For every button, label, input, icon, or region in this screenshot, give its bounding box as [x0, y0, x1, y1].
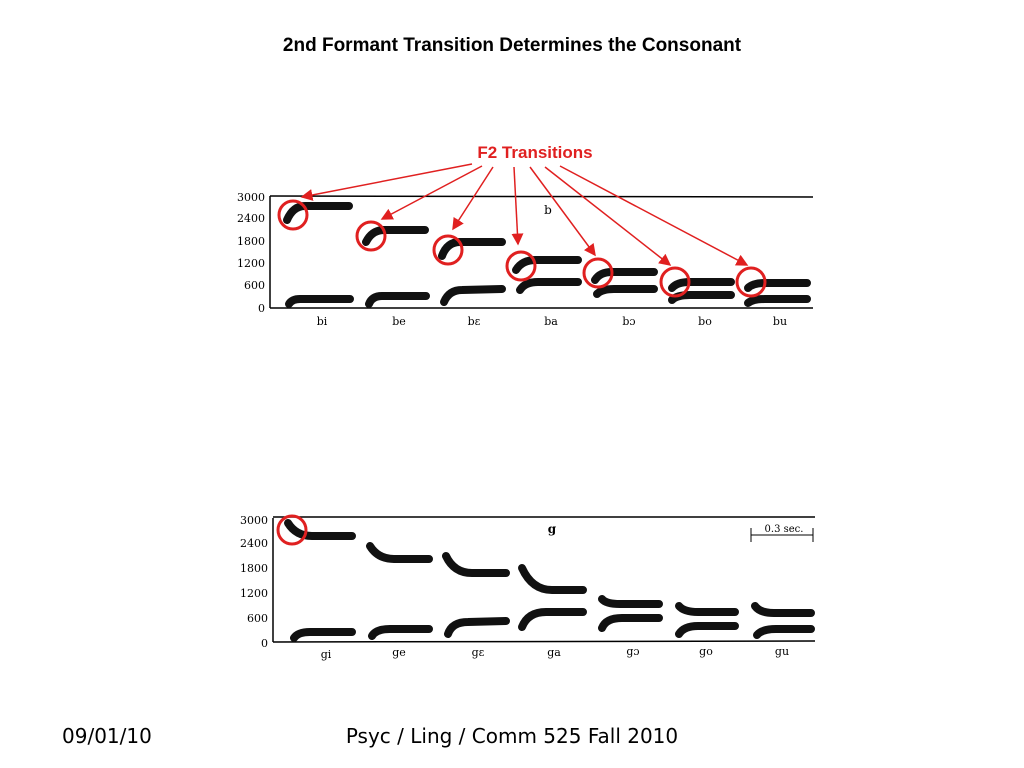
bottom-f1-band-ge	[368, 625, 433, 640]
top-y-tick-label: 600	[244, 279, 265, 292]
top-y-tick-label: 0	[258, 302, 265, 315]
time-scale-bar: 0.3 sec.	[750, 524, 814, 542]
bottom-syllable-label: ga	[547, 646, 561, 659]
bottom-syllable-label: gɛ	[472, 646, 485, 659]
top-consonant-label: b	[544, 203, 552, 217]
bottom-f1-band-gi	[290, 628, 356, 642]
top-transition-circle	[432, 234, 464, 266]
bottom-y-tick-label: 600	[247, 612, 268, 625]
bottom-syllable-label: ge	[392, 646, 406, 659]
bottom-syllable-label: gu	[775, 645, 789, 658]
top-f2-band-beh	[438, 238, 506, 260]
bottom-y-tick-label: 0	[261, 637, 268, 650]
arrow	[544, 166, 672, 266]
bottom-y-tick-label: 3000	[240, 514, 268, 527]
bottom-baseline	[272, 640, 816, 643]
bottom-f1-band-gu	[753, 625, 815, 639]
bottom-f2-band-gu	[751, 602, 815, 617]
top-syllable-label: bi	[317, 315, 328, 328]
top-f1-band-beh	[440, 285, 506, 306]
top-syllable-label: be	[392, 315, 406, 328]
top-syllable-label: bɛ	[468, 315, 481, 328]
arrow	[559, 165, 749, 266]
bottom-y-tick-label: 1200	[240, 587, 268, 600]
footer-date: 09/01/10	[62, 724, 152, 748]
arrow	[300, 163, 473, 201]
arrow	[511, 166, 524, 246]
top-f1-band-bu	[744, 295, 811, 307]
bottom-f1-band-go	[675, 622, 739, 638]
bottom-panel: 3000 2400 1800 1200 600 0 g 0.3 sec. gi …	[240, 514, 816, 661]
top-f1-band-bo-open	[593, 285, 658, 298]
top-f1-band-be	[365, 292, 430, 308]
bottom-f1-band-ga	[518, 608, 587, 631]
top-f1-band-ba	[516, 278, 582, 294]
bottom-transition-circle	[276, 514, 308, 546]
top-f2-band-bu	[744, 279, 811, 292]
bottom-f2-band-go	[675, 602, 739, 616]
top-y-tick-label: 1800	[237, 235, 265, 248]
top-f2-band-bi	[283, 202, 353, 224]
bottom-y-tick-label: 2400	[240, 537, 268, 550]
bottom-f2-band-ga	[518, 564, 587, 594]
bottom-f2-band-geh	[442, 552, 510, 577]
top-syllable-label: ba	[544, 315, 558, 328]
bottom-consonant-label: g	[548, 522, 557, 536]
top-y-tick-label: 1200	[237, 257, 265, 270]
top-y-tick-label: 2400	[237, 212, 265, 225]
bottom-syllable-label: gɔ	[626, 645, 639, 658]
top-transition-circle	[735, 266, 767, 298]
top-syllable-label: bu	[773, 315, 787, 328]
bottom-syllable-label: gi	[321, 648, 332, 661]
top-y-tick-label: 3000	[237, 191, 265, 204]
f2-transitions-label: F2 Transitions	[477, 143, 592, 162]
slide-title: 2nd Formant Transition Determines the Co…	[282, 35, 742, 56]
bottom-syllable-label: go	[699, 645, 713, 658]
top-transition-circle	[277, 199, 309, 231]
bottom-f1-band-geh	[444, 617, 510, 638]
top-syllable-label: bɔ	[622, 315, 635, 328]
top-transition-circle	[659, 266, 691, 298]
bottom-f2-band-go-open	[598, 595, 663, 608]
top-panel: 3000 2400 1800 1200 600 0 b bi be bɛ ba …	[237, 191, 814, 328]
bottom-f2-band-gi	[284, 519, 356, 540]
bottom-f1-band-go-open	[598, 614, 663, 632]
top-f1-band-bi	[285, 295, 354, 308]
arrow	[529, 166, 596, 257]
top-f2-band-ba	[512, 256, 582, 274]
top-syllable-label: bo	[698, 315, 712, 328]
top-transition-circle	[355, 220, 387, 252]
bottom-f2-band-ge	[366, 542, 433, 563]
top-frame-line	[269, 195, 814, 198]
top-f2-band-bo-open	[591, 268, 658, 284]
top-f2-band-be	[362, 226, 429, 246]
f2-annotation: F2 Transitions	[300, 143, 749, 266]
arrow	[452, 166, 494, 231]
top-transition-circle	[505, 250, 537, 282]
footer-course: Psyc / Ling / Comm 525 Fall 2010	[345, 724, 679, 748]
bottom-y-tick-label: 1800	[240, 562, 268, 575]
top-transition-circle	[582, 257, 614, 289]
top-f2-band-bo	[668, 278, 735, 292]
time-scale-label: 0.3 sec.	[765, 524, 804, 535]
arrow	[380, 165, 483, 220]
